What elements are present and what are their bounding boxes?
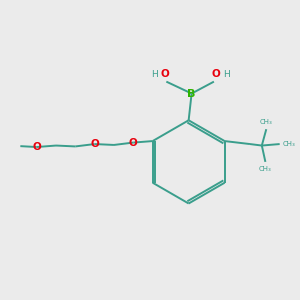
Text: CH₃: CH₃	[259, 166, 272, 172]
Text: CH₃: CH₃	[260, 119, 273, 125]
Text: H: H	[151, 70, 158, 79]
Text: B: B	[188, 88, 196, 98]
Text: O: O	[211, 69, 220, 79]
Text: O: O	[32, 142, 41, 152]
Text: CH₃: CH₃	[283, 141, 296, 147]
Text: O: O	[129, 138, 138, 148]
Text: H: H	[223, 70, 230, 79]
Text: O: O	[160, 69, 169, 79]
Text: O: O	[90, 139, 99, 149]
